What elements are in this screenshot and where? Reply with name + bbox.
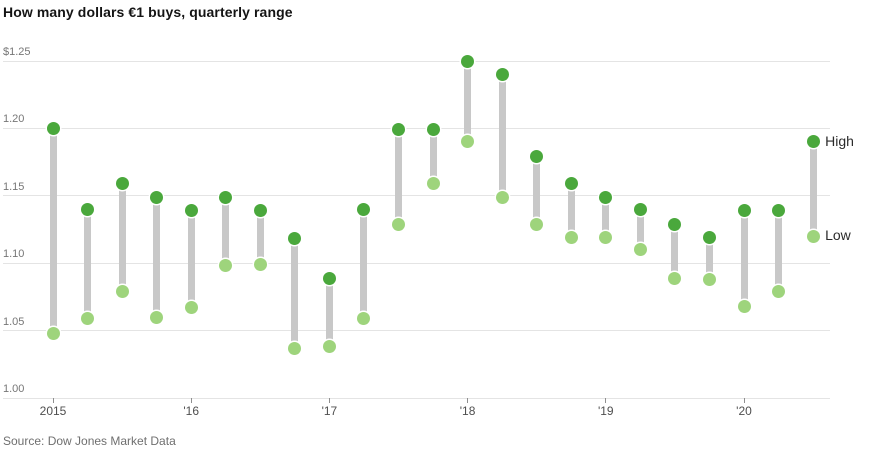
y-axis-tick-label: $1.25: [3, 46, 31, 58]
low-dot: [115, 285, 129, 298]
high-dot: [530, 150, 544, 164]
low-dot: [772, 285, 786, 298]
y-axis-tick-label: 1.00: [3, 383, 25, 395]
high-dot: [115, 177, 129, 191]
range-bar: [291, 238, 299, 349]
high-dot: [357, 202, 371, 216]
range-bar: [187, 210, 195, 308]
low-dot: [322, 340, 336, 354]
range-bar: [602, 197, 610, 238]
range-bar: [84, 209, 92, 319]
high-dot: [495, 67, 509, 81]
range-bar: [498, 74, 506, 198]
range-bar: [153, 197, 161, 318]
low-dot: [253, 258, 267, 272]
y-gridline: [3, 60, 830, 62]
y-axis-tick-label: 1.15: [3, 180, 25, 193]
range-bar: [222, 197, 230, 266]
y-gridline: [3, 195, 830, 197]
low-dot: [426, 177, 440, 191]
range-bar: [395, 129, 402, 225]
high-dot: [392, 123, 405, 137]
y-axis-tick-label: 1.10: [3, 248, 25, 261]
y-axis-tick-label: 1.05: [3, 315, 25, 328]
high-dot: [668, 217, 682, 231]
high-dot: [806, 135, 820, 149]
high-dot: [150, 190, 164, 204]
range-bar: [740, 210, 748, 307]
legend-high-label: High: [825, 132, 854, 149]
x-axis-tick-label: 2015: [39, 404, 67, 418]
low-dot: [150, 310, 164, 324]
low-dot: [461, 135, 475, 149]
low-dot: [392, 217, 405, 231]
range-bar: [809, 141, 817, 237]
legend-low-label: Low: [825, 227, 851, 244]
low-dot: [288, 341, 302, 355]
low-dot: [46, 326, 60, 340]
range-bar: [256, 210, 264, 265]
x-axis-tick: [52, 398, 54, 403]
x-axis-tick-label: '16: [183, 404, 199, 418]
high-dot: [253, 204, 267, 218]
low-dot: [219, 259, 233, 273]
range-bar: [464, 61, 472, 142]
range-bar: [360, 209, 368, 319]
y-axis-tick-label: 1.20: [3, 113, 25, 126]
low-dot: [564, 231, 578, 245]
low-dot: [495, 190, 509, 204]
y-gridline: [3, 262, 830, 264]
x-axis-tick-label: '17: [321, 404, 338, 418]
x-axis-tick-label: '20: [736, 404, 752, 418]
y-gridline: [3, 397, 830, 399]
high-dot: [633, 202, 647, 216]
x-axis-tick: [328, 398, 330, 403]
high-dot: [184, 204, 198, 218]
range-bar: [533, 156, 541, 225]
range-bar: [567, 183, 575, 238]
high-dot: [219, 190, 233, 204]
high-dot: [461, 54, 475, 68]
range-bar: [325, 278, 333, 347]
y-gridline: [3, 127, 830, 129]
high-dot: [737, 204, 751, 218]
x-axis-tick-label: '18: [459, 404, 476, 418]
range-bar: [118, 183, 126, 292]
low-dot: [737, 299, 751, 313]
range-bar: [671, 224, 679, 278]
high-dot: [772, 204, 786, 218]
x-axis-tick: [743, 398, 745, 403]
x-axis-tick: [190, 398, 192, 403]
high-dot: [46, 121, 60, 135]
range-bar: [49, 128, 57, 334]
range-bar: [705, 237, 713, 280]
high-dot: [426, 123, 440, 137]
low-dot: [357, 311, 371, 325]
low-dot: [184, 301, 198, 315]
source-note: Source: Dow Jones Market Data: [3, 434, 176, 448]
high-dot: [81, 202, 95, 216]
low-dot: [81, 311, 95, 325]
low-dot: [806, 229, 820, 243]
low-dot: [530, 217, 544, 231]
low-dot: [702, 272, 716, 286]
high-dot: [288, 232, 302, 246]
range-bar: [636, 209, 644, 250]
low-dot: [668, 271, 682, 285]
x-axis-tick: [605, 398, 607, 403]
range-bar: [429, 129, 437, 184]
x-axis-tick: [467, 398, 469, 403]
high-dot: [322, 271, 336, 285]
low-dot: [599, 231, 613, 245]
high-dot: [599, 190, 613, 204]
high-dot: [564, 177, 578, 191]
chart-title: How many dollars €1 buys, quarterly rang…: [3, 4, 293, 20]
low-dot: [633, 243, 647, 257]
high-dot: [702, 231, 716, 245]
y-gridline: [3, 330, 830, 332]
x-axis-tick-label: '19: [597, 404, 614, 418]
range-bar: [775, 210, 783, 292]
